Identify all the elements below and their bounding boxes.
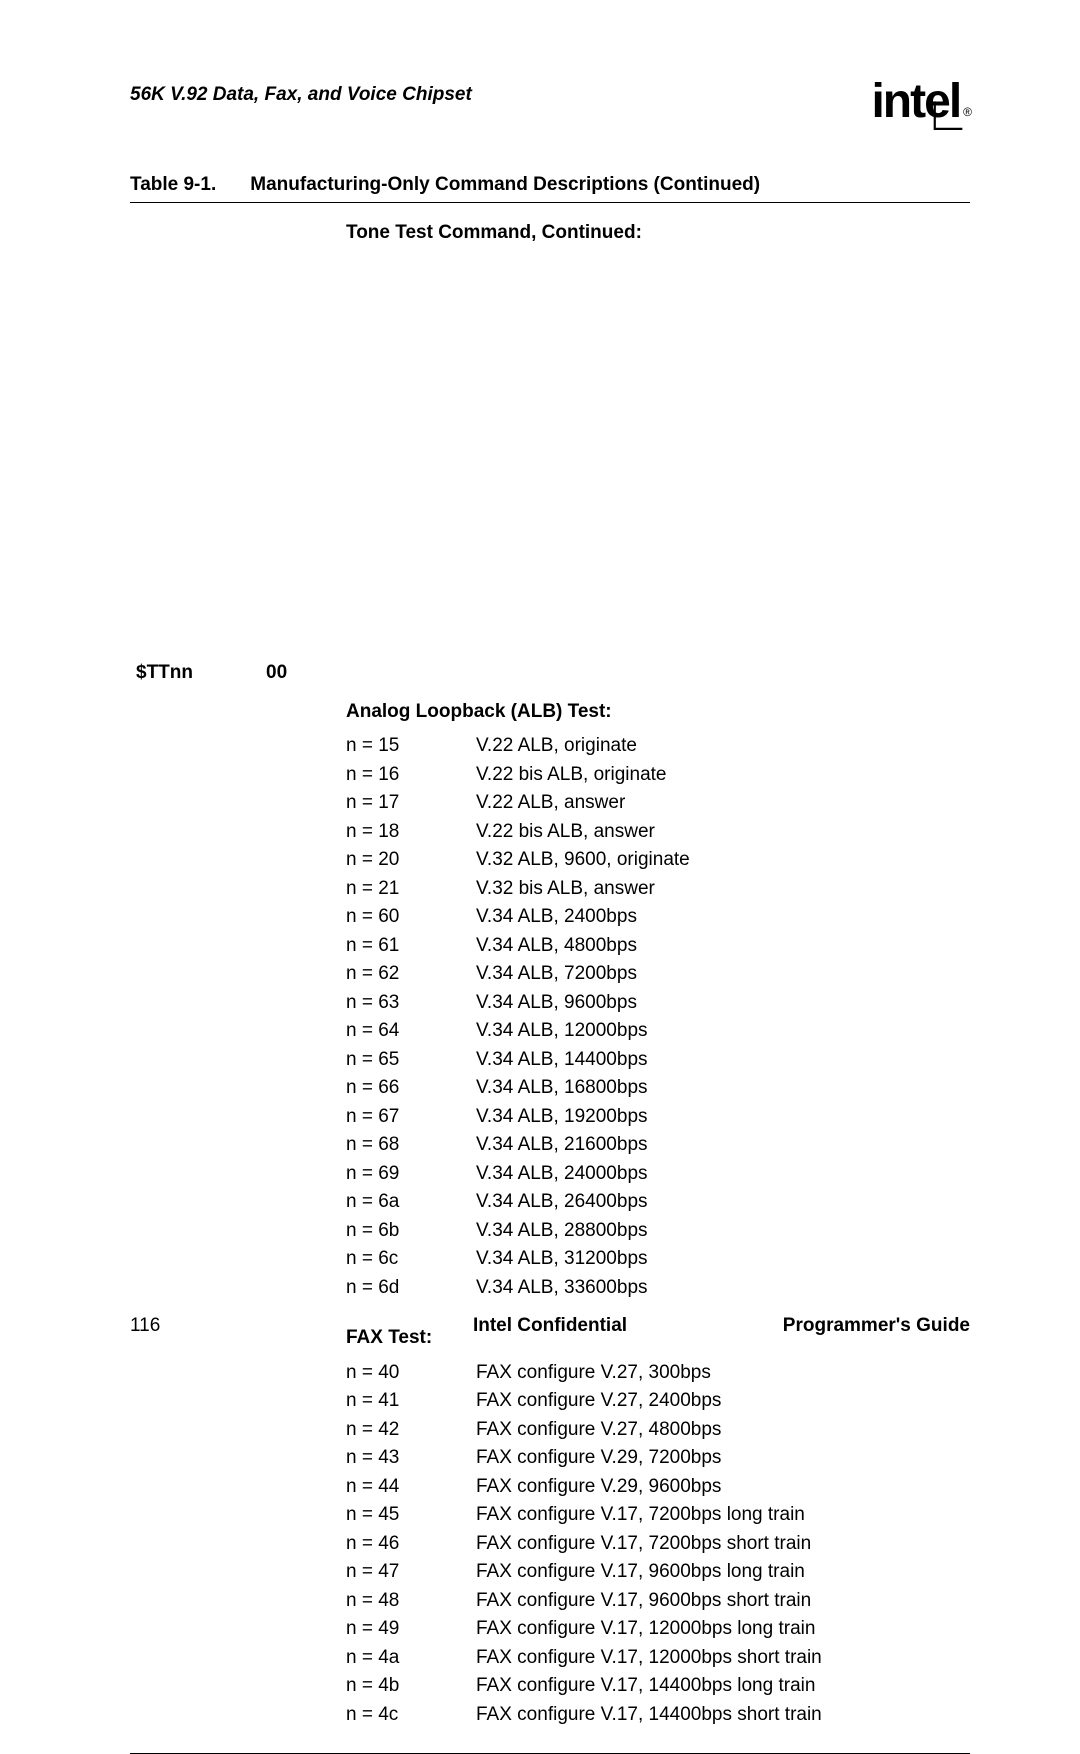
header-row: 56K V.92 Data, Fax, and Voice Chipset in… [130, 78, 970, 126]
table-title: Manufacturing-Only Command Descriptions … [250, 174, 760, 195]
param-row-desc: FAX configure V.27, 300bps [476, 1359, 970, 1388]
param-row-desc: V.34 ALB, 16800bps [476, 1074, 970, 1103]
param-row-n: n = 41 [346, 1387, 476, 1416]
param-row-n: n = 6a [346, 1188, 476, 1217]
param-row-desc: FAX configure V.17, 9600bps long train [476, 1558, 970, 1587]
param-row-desc: V.34 ALB, 14400bps [476, 1046, 970, 1075]
param-row-desc: V.22 ALB, originate [476, 732, 970, 761]
param-row-desc: V.32 bis ALB, answer [476, 875, 970, 904]
param-row-desc: V.34 ALB, 9600bps [476, 989, 970, 1018]
param-row-n: n = 6b [346, 1217, 476, 1246]
param-row-desc: V.34 ALB, 28800bps [476, 1217, 970, 1246]
param-row-n: n = 40 [346, 1359, 476, 1388]
intel-logo: inte∟l® [871, 78, 970, 126]
param-row-desc: FAX configure V.29, 7200bps [476, 1444, 970, 1473]
param-row-n: n = 63 [346, 989, 476, 1018]
param-row-n: n = 61 [346, 932, 476, 961]
param-row-n: n = 69 [346, 1160, 476, 1189]
section-tone-head: Tone Test Command, Continued: [346, 217, 970, 688]
param-row-n: n = 15 [346, 732, 476, 761]
param-row-desc: FAX configure V.29, 9600bps [476, 1473, 970, 1502]
param-row-n: n = 17 [346, 789, 476, 818]
param-row-desc: V.34 ALB, 33600bps [476, 1274, 970, 1303]
footer-right: Programmer's Guide [783, 1315, 970, 1337]
param-row-desc: V.22 bis ALB, originate [476, 761, 970, 790]
param-row-desc: FAX configure V.17, 7200bps short train [476, 1530, 970, 1559]
param-row-desc: V.22 bis ALB, answer [476, 818, 970, 847]
param-row-n: n = 4c [346, 1701, 476, 1730]
param-row-desc: FAX configure V.27, 4800bps [476, 1416, 970, 1445]
param-row-desc: FAX configure V.27, 2400bps [476, 1387, 970, 1416]
param-row-n: n = 18 [346, 818, 476, 847]
table-number: Table 9-1. [130, 174, 245, 196]
param-row-desc: V.32 ALB, 9600, originate [476, 846, 970, 875]
param-row-desc: FAX configure V.17, 14400bps short train [476, 1701, 970, 1730]
param-row-n: n = 48 [346, 1587, 476, 1616]
command-name: $TTnn [136, 217, 266, 688]
param-row-desc: V.34 ALB, 19200bps [476, 1103, 970, 1132]
table-caption: Table 9-1. Manufacturing-Only Command De… [130, 174, 970, 196]
param-row-desc: FAX configure V.17, 12000bps short train [476, 1644, 970, 1673]
param-row-desc: FAX configure V.17, 14400bps long train [476, 1672, 970, 1701]
param-row-desc: V.22 ALB, answer [476, 789, 970, 818]
param-row-desc: V.34 ALB, 7200bps [476, 960, 970, 989]
param-row-n: n = 45 [346, 1501, 476, 1530]
param-row-n: n = 46 [346, 1530, 476, 1559]
command-default: 00 [266, 217, 346, 688]
param-row-n: n = 6c [346, 1245, 476, 1274]
param-row-n: n = 6d [346, 1274, 476, 1303]
footer-page-number: 116 [130, 1315, 160, 1337]
param-row-desc: V.34 ALB, 26400bps [476, 1188, 970, 1217]
param-row-n: n = 47 [346, 1558, 476, 1587]
param-row-n: n = 62 [346, 960, 476, 989]
param-row-n: n = 42 [346, 1416, 476, 1445]
param-row-desc: V.34 ALB, 12000bps [476, 1017, 970, 1046]
param-row-desc: V.34 ALB, 2400bps [476, 903, 970, 932]
param-row-desc: FAX configure V.17, 12000bps long train [476, 1615, 970, 1644]
param-row-n: n = 43 [346, 1444, 476, 1473]
param-row-n: n = 4a [346, 1644, 476, 1673]
param-row-desc: FAX configure V.17, 9600bps short train [476, 1587, 970, 1616]
param-row-n: n = 66 [346, 1074, 476, 1103]
param-row-n: n = 65 [346, 1046, 476, 1075]
param-row-n: n = 64 [346, 1017, 476, 1046]
param-row-desc: V.34 ALB, 21600bps [476, 1131, 970, 1160]
param-row-desc: V.34 ALB, 24000bps [476, 1160, 970, 1189]
section-alb-head: Analog Loopback (ALB) Test: [346, 688, 970, 733]
page: 56K V.92 Data, Fax, and Voice Chipset in… [0, 0, 1080, 1397]
param-row-n: n = 16 [346, 761, 476, 790]
doc-title: 56K V.92 Data, Fax, and Voice Chipset [130, 84, 472, 106]
param-row-desc: FAX configure V.17, 7200bps long train [476, 1501, 970, 1530]
param-row-n: n = 4b [346, 1672, 476, 1701]
param-row-desc: V.34 ALB, 4800bps [476, 932, 970, 961]
param-row-n: n = 44 [346, 1473, 476, 1502]
param-row-n: n = 60 [346, 903, 476, 932]
param-row-n: n = 20 [346, 846, 476, 875]
command-table: $TTnn 00 Tone Test Command, Continued: A… [136, 217, 970, 1729]
param-row-n: n = 49 [346, 1615, 476, 1644]
rule-top [130, 202, 970, 203]
intel-logo-text: inte∟l [871, 78, 960, 126]
param-row-desc: V.34 ALB, 31200bps [476, 1245, 970, 1274]
param-row-n: n = 21 [346, 875, 476, 904]
footer: Intel Confidential 116 Programmer's Guid… [130, 1315, 970, 1337]
param-row-n: n = 67 [346, 1103, 476, 1132]
param-row-n: n = 68 [346, 1131, 476, 1160]
